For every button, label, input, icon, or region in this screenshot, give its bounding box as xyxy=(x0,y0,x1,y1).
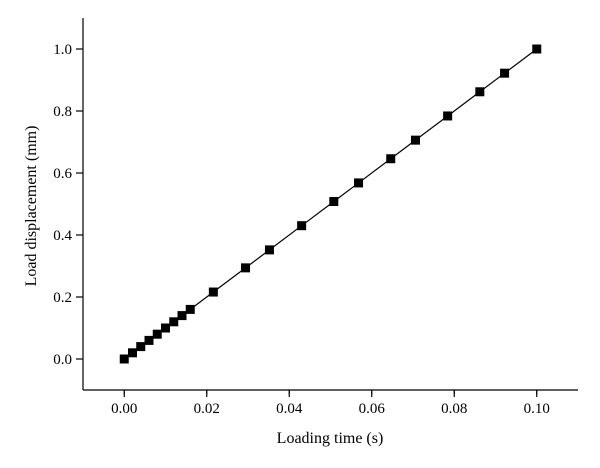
y-tick-label: 0.6 xyxy=(53,166,72,182)
data-point xyxy=(386,154,396,164)
y-tick-label: 0.4 xyxy=(53,228,72,244)
tick-labels: 0.00 0.02 0.04 0.06 0.08 0.10 0.0 0.2 0.4 0.6 0.8 1… xyxy=(53,42,550,417)
x-tick-label: 0.04 xyxy=(276,401,303,417)
y-tick-label: 0.2 xyxy=(53,290,72,306)
data-point xyxy=(475,87,485,97)
x-tick-label: 0.06 xyxy=(359,401,386,417)
data-point xyxy=(128,348,137,358)
data-point xyxy=(169,317,179,327)
x-tick-label: 0.00 xyxy=(111,401,137,417)
data-point xyxy=(354,178,364,188)
data-point xyxy=(532,44,542,54)
data-point xyxy=(177,311,187,321)
y-tick-label: 1.0 xyxy=(53,42,72,58)
data-point xyxy=(410,135,420,145)
data-point xyxy=(329,197,339,207)
axes xyxy=(82,18,578,391)
data-point xyxy=(264,245,274,255)
data-point xyxy=(297,221,307,231)
x-tick-label: 0.02 xyxy=(194,401,220,417)
x-tick-label: 0.08 xyxy=(441,401,467,417)
data-series xyxy=(119,44,542,364)
data-point xyxy=(208,287,218,297)
x-tick-label: 0.10 xyxy=(524,401,550,417)
data-point xyxy=(185,304,195,314)
data-point xyxy=(152,329,162,339)
y-tick-label: 0.8 xyxy=(53,104,72,120)
data-point xyxy=(119,354,129,364)
data-point xyxy=(241,263,251,273)
data-point xyxy=(443,111,453,121)
ticks xyxy=(76,48,538,397)
data-point xyxy=(136,342,146,352)
y-axis-title: Load displacement (mm) xyxy=(23,126,40,287)
y-tick-label: 0.0 xyxy=(53,352,72,368)
x-axis-title: Loading time (s) xyxy=(277,430,384,447)
data-point xyxy=(144,335,154,345)
data-point xyxy=(500,68,510,78)
data-point xyxy=(161,323,170,333)
